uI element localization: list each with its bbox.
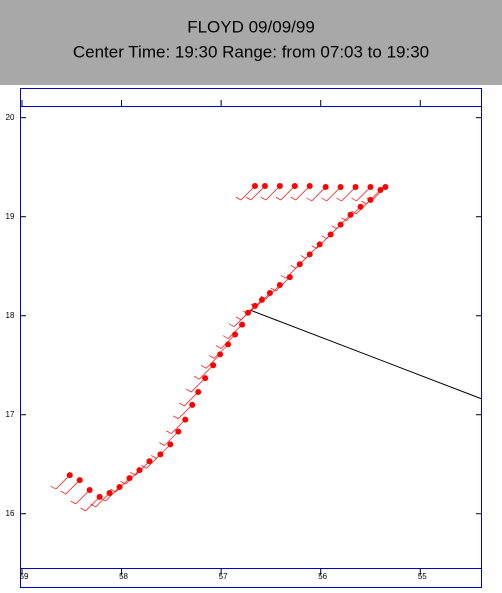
wind-barb: [60, 479, 80, 495]
wind-barb: [90, 492, 110, 508]
track-point: [146, 458, 153, 465]
wind-barb: [50, 474, 71, 490]
wind-barb: [130, 461, 150, 476]
track-point: [286, 274, 293, 281]
bottom-strip: [20, 568, 482, 588]
wind-barb: [215, 334, 236, 349]
track-point: [189, 401, 196, 408]
track-point: [175, 428, 182, 435]
wind-barb: [179, 391, 199, 407]
y-tick-label: 17: [6, 410, 15, 419]
track-point: [96, 493, 103, 500]
wind-barb: [159, 431, 179, 446]
wind-barb: [200, 354, 221, 369]
header: [0, 0, 502, 85]
x-tick-label: 57: [219, 572, 228, 581]
track-point: [291, 183, 298, 190]
wind-barb: [193, 364, 214, 380]
x-tick-label: 58: [119, 572, 128, 581]
track-point: [357, 203, 364, 210]
wind-barb: [208, 344, 229, 359]
track-point: [322, 184, 329, 191]
track-point: [239, 321, 246, 328]
track-point: [195, 388, 202, 395]
wind-barb: [235, 185, 256, 201]
y-tick-label: 18: [6, 311, 15, 320]
y-tick-label: 19: [6, 212, 15, 221]
track-point: [352, 184, 359, 191]
track-point: [327, 231, 334, 238]
track-point: [337, 221, 344, 228]
track-point: [182, 416, 189, 423]
top-strip: [20, 88, 482, 107]
track-point: [232, 331, 239, 338]
track-point: [306, 183, 313, 190]
chart-title: FLOYD 09/09/99: [187, 17, 315, 36]
track-point: [382, 184, 389, 191]
track-point: [306, 251, 313, 258]
wind-barb: [245, 185, 266, 201]
track-point: [245, 309, 252, 316]
track-point: [86, 486, 93, 493]
wind-barb: [110, 477, 130, 493]
plot-frame: [20, 88, 482, 588]
wind-barb: [80, 496, 100, 512]
wind-barb: [290, 185, 310, 201]
wind-barb: [270, 276, 291, 292]
x-tick-label: 55: [418, 572, 427, 581]
y-tick-label: 16: [6, 509, 15, 518]
track-point: [167, 441, 174, 448]
track-point: [261, 183, 268, 190]
wind-barb: [222, 324, 243, 339]
y-tick-label: 20: [6, 113, 15, 122]
wind-barb: [70, 489, 90, 505]
wind-barb: [275, 185, 296, 201]
track-point: [251, 302, 258, 309]
track-point: [136, 467, 143, 474]
wind-barb: [351, 186, 371, 202]
track-point: [347, 211, 354, 218]
track-point: [258, 296, 265, 303]
wind-barb: [120, 469, 140, 485]
track-point: [276, 282, 283, 289]
track-point: [377, 186, 384, 193]
x-tick-label: 56: [318, 572, 327, 581]
track-point: [106, 489, 113, 496]
track-point: [296, 261, 303, 268]
track-point: [76, 477, 83, 484]
wind-barb: [260, 185, 281, 201]
track-point: [276, 183, 283, 190]
track-point: [66, 472, 73, 479]
track-point: [316, 241, 323, 248]
track-point: [126, 475, 133, 482]
chart-subtitle: Center Time: 19:30 Range: from 07:03 to …: [73, 42, 429, 61]
wind-barb: [341, 206, 361, 222]
track-point: [251, 183, 258, 190]
wind-barb: [166, 419, 186, 434]
wind-barb: [186, 377, 206, 393]
reference-line: [249, 309, 483, 400]
wind-barb: [336, 186, 356, 202]
track-point: [337, 184, 344, 191]
wind-barb: [228, 312, 249, 328]
track-point: [266, 289, 273, 296]
track-point: [367, 184, 374, 191]
wind-barb: [173, 404, 193, 420]
track-point: [367, 196, 374, 203]
wind-barb: [306, 186, 326, 202]
track-point: [217, 351, 224, 358]
track-point: [116, 484, 123, 491]
track-point: [202, 375, 209, 382]
x-tick-label: 59: [20, 572, 29, 581]
track-point: [210, 362, 217, 369]
wind-barb: [321, 186, 341, 202]
wind-barbs: [50, 185, 386, 512]
track-point: [225, 341, 232, 348]
track-point: [157, 451, 164, 458]
